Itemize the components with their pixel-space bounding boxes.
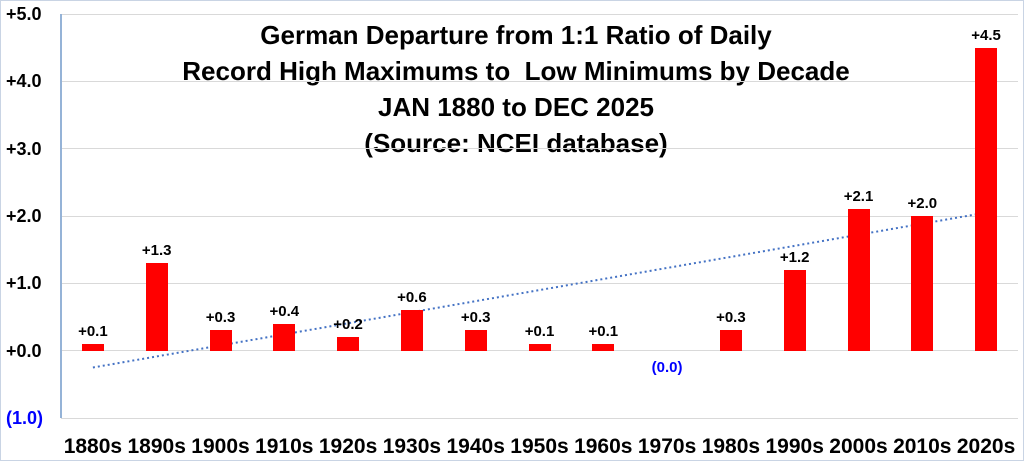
y-axis-label: +4.0 bbox=[6, 71, 42, 92]
y-axis-line bbox=[60, 14, 62, 418]
bar bbox=[528, 343, 551, 351]
bar bbox=[337, 337, 360, 351]
bar-value-label: +0.4 bbox=[269, 302, 300, 320]
bar bbox=[719, 330, 742, 351]
bar bbox=[209, 330, 232, 351]
y-axis-label: +2.0 bbox=[6, 206, 42, 226]
bar-value-label: +0.1 bbox=[524, 322, 555, 340]
bar bbox=[81, 343, 104, 351]
x-axis-label: 2020s bbox=[956, 435, 1016, 458]
gridline bbox=[61, 80, 1018, 82]
bar-value-label: (0.0) bbox=[651, 358, 683, 376]
bar bbox=[847, 209, 870, 351]
x-axis-label: 1970s bbox=[637, 435, 697, 458]
x-axis-label: 1950s bbox=[510, 435, 569, 458]
x-axis-label: 1980s bbox=[701, 435, 761, 458]
x-axis-label: 1930s bbox=[382, 435, 442, 458]
gridline bbox=[61, 215, 1018, 217]
bar-value-label: +2.1 bbox=[843, 188, 874, 206]
bar-value-label: +0.3 bbox=[460, 309, 491, 327]
bar bbox=[400, 310, 423, 351]
chart-title-line-3: JAN 1880 to DEC 2025 bbox=[377, 92, 655, 122]
y-axis-label: +1.0 bbox=[6, 273, 42, 294]
bar-value-label: +0.1 bbox=[588, 322, 619, 340]
x-axis-label: 1940s bbox=[446, 435, 505, 458]
bar bbox=[911, 216, 934, 351]
bar-value-label: +2.0 bbox=[907, 195, 938, 212]
gridline bbox=[61, 148, 1018, 150]
bar-value-label: +0.6 bbox=[397, 289, 427, 307]
x-axis-label: 2010s bbox=[893, 435, 952, 458]
chart-title-line-2: Record High Maximums to Low Minimums by … bbox=[182, 56, 850, 86]
x-axis-label: 1990s bbox=[765, 435, 824, 458]
chart-title: German Departure from 1:1 Ratio of Daily… bbox=[56, 17, 976, 161]
bar bbox=[464, 330, 487, 351]
x-axis-label: 1890s bbox=[127, 435, 186, 458]
bar bbox=[592, 343, 615, 351]
x-axis-label: 1910s bbox=[255, 435, 314, 458]
y-axis-label: +0.0 bbox=[6, 340, 42, 361]
bar bbox=[783, 269, 806, 351]
chart-title-line-4: (Source: NCEI database) bbox=[364, 128, 668, 158]
bar bbox=[145, 263, 168, 351]
bar-value-label: +0.1 bbox=[78, 322, 108, 340]
bar-value-label: +0.3 bbox=[205, 309, 236, 327]
bar bbox=[273, 323, 296, 351]
gridline bbox=[61, 282, 1018, 284]
bar-value-label: +4.5 bbox=[971, 26, 1001, 44]
y-axis-label: +5.0 bbox=[6, 4, 42, 24]
chart-title-line-1: German Departure from 1:1 Ratio of Daily bbox=[260, 20, 772, 50]
gridline bbox=[61, 13, 1018, 15]
bar-value-label: +0.3 bbox=[716, 309, 746, 327]
x-axis-label: 1880s bbox=[63, 435, 123, 458]
x-axis-label: 1900s bbox=[191, 435, 250, 458]
bar-value-label: +1.3 bbox=[141, 242, 172, 260]
bar-value-label: +0.2 bbox=[333, 316, 363, 334]
x-axis-label: 2000s bbox=[829, 435, 888, 458]
y-axis-label: +3.0 bbox=[6, 138, 42, 159]
y-axis-label: (1.0) bbox=[6, 408, 44, 428]
x-axis-label: 1960s bbox=[574, 435, 633, 458]
gridline bbox=[61, 417, 1018, 419]
bar-value-label: +1.2 bbox=[779, 248, 810, 266]
bar bbox=[975, 47, 998, 351]
x-axis-label: 1920s bbox=[318, 435, 378, 458]
